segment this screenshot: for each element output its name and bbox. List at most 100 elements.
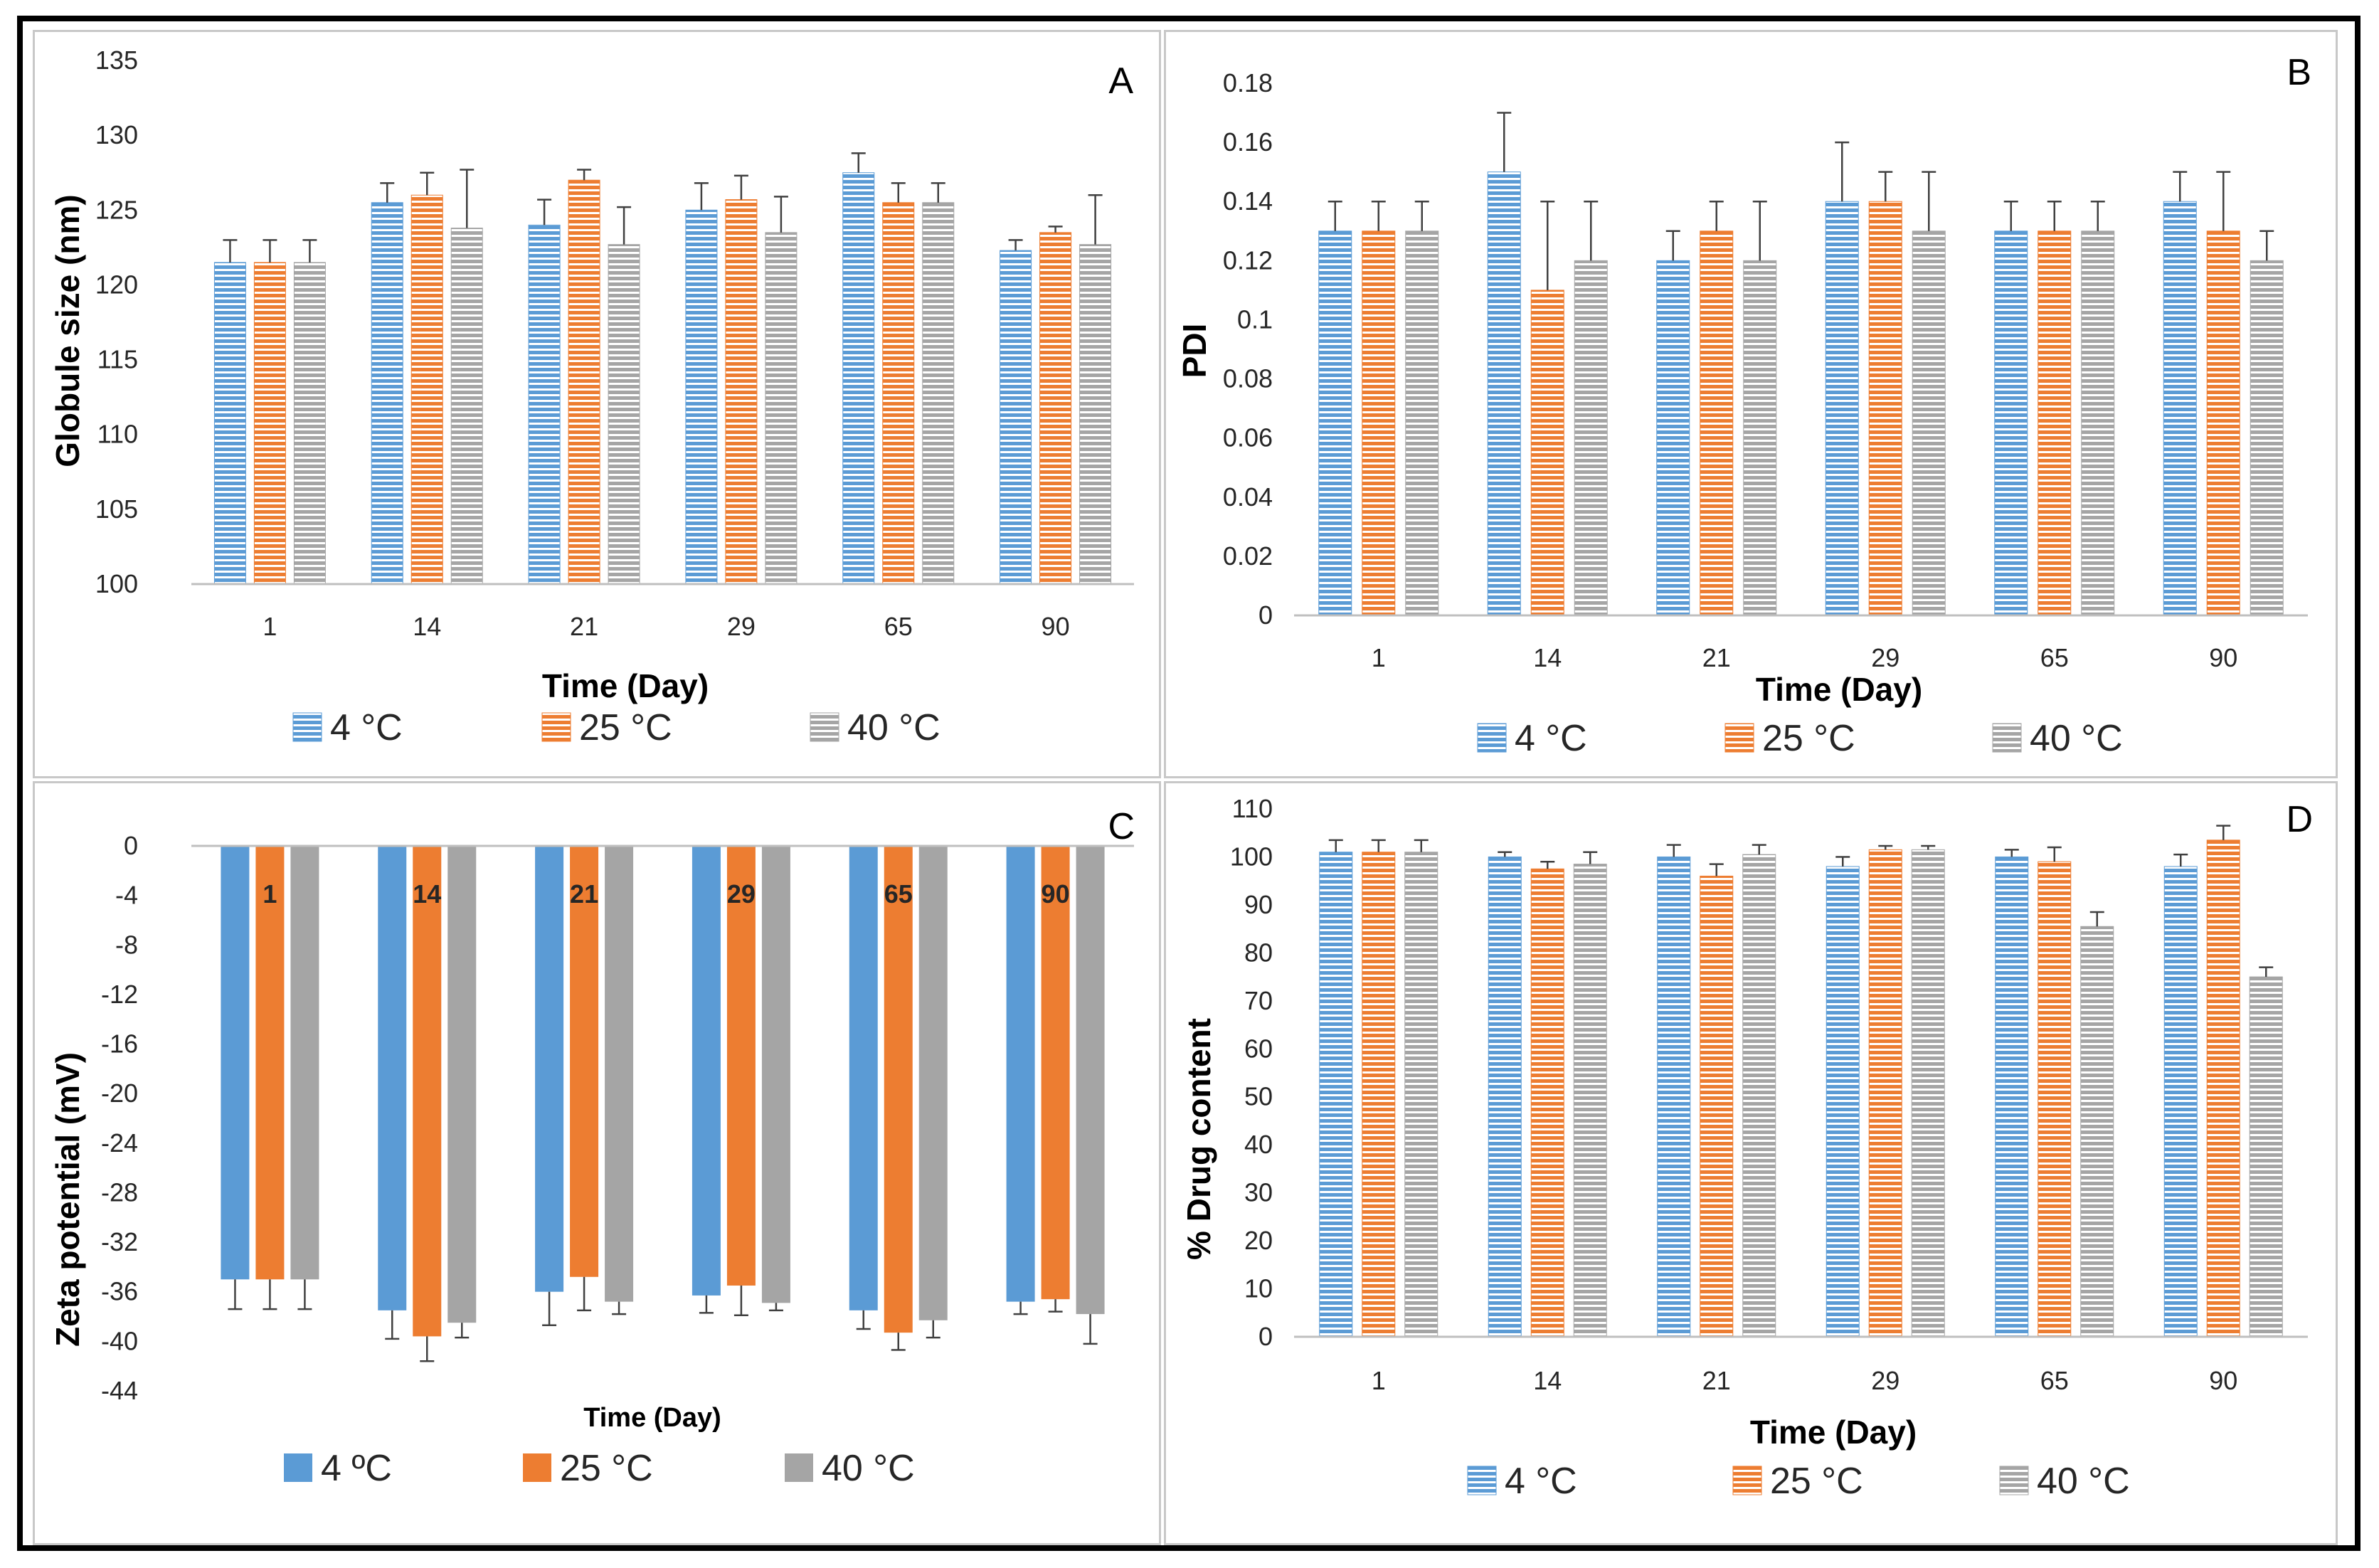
legend-swatch-a-40c	[810, 712, 839, 742]
y-tick-label-c: -40	[101, 1326, 138, 1355]
panel-letter-b: B	[2287, 52, 2311, 93]
bar-c-4c-day-90	[1006, 846, 1035, 1302]
legend-swatch-d-40c	[1999, 1466, 2029, 1495]
bar-c-4c-day-29	[692, 846, 721, 1296]
bar-c-25c-day-65	[884, 846, 913, 1333]
legend-swatch-d-4c	[1467, 1466, 1497, 1495]
x-tick-label-a: 65	[884, 612, 913, 641]
bar-b-4c-day-14	[1487, 171, 1521, 616]
bar-d-25c-day-29	[1868, 849, 1902, 1337]
bar-c-40c-day-1	[290, 846, 319, 1280]
x-tick-label-c: 1	[263, 879, 277, 909]
y-tick-label-a: 135	[95, 46, 138, 75]
bar-b-25c-day-29	[1868, 201, 1902, 616]
legend-label-b-4c: 4 °C	[1515, 718, 1587, 759]
bar-d-40c-day-29	[1911, 849, 1945, 1337]
bar-b-4c-day-21	[1656, 260, 1690, 616]
panel-a-globule-size: 135 130 125 120 115 110 105 100 1 14 21 29 65 90 A G…	[33, 30, 1161, 778]
bar-a-25c-day-21	[568, 179, 600, 585]
bar-b-4c-day-29	[1825, 201, 1859, 616]
bar-c-40c-day-65	[918, 846, 948, 1320]
y-tick-label-c: -32	[101, 1227, 138, 1256]
bar-a-25c-day-90	[1039, 232, 1072, 585]
y-tick-label-c: -4	[115, 881, 138, 910]
bar-d-4c-day-21	[1657, 856, 1691, 1337]
bar-d-40c-day-21	[1742, 854, 1776, 1337]
x-axis-title-b: Time (Day)	[1756, 671, 1922, 708]
y-tick-label-c: 0	[124, 831, 138, 860]
bar-b-4c-day-1	[1318, 231, 1352, 616]
bar-d-25c-day-1	[1362, 852, 1396, 1337]
panel-letter-c: C	[1108, 806, 1135, 847]
x-tick-label-b: 14	[1533, 643, 1562, 672]
bar-a-40c-day-1	[293, 262, 326, 585]
panel-letter-d: D	[2286, 799, 2313, 840]
y-tick-label-c: -28	[101, 1177, 138, 1207]
y-tick-label-b: 0.12	[1223, 245, 1273, 275]
x-axis-title-a: Time (Day)	[542, 667, 709, 704]
y-tick-label-c: -12	[101, 980, 138, 1009]
y-tick-label-d: 50	[1244, 1082, 1273, 1111]
bar-b-40c-day-14	[1574, 260, 1608, 616]
bar-b-40c-day-29	[1912, 231, 1946, 616]
x-tick-label-d: 90	[2209, 1366, 2237, 1395]
legend-label-c-40c: 40 °C	[822, 1448, 915, 1489]
y-tick-label-d: 40	[1244, 1130, 1273, 1159]
bar-c-4c-day-14	[378, 846, 407, 1310]
panel-d-drug-content: 110 100 90 80 70 60 50 40 30 20 10 0 1 14 21 29 65 90 D …	[1164, 781, 2338, 1545]
y-tick-label-b: 0.02	[1223, 541, 1273, 571]
bar-c-4c-day-21	[535, 846, 564, 1292]
y-tick-label-c: -36	[101, 1277, 138, 1306]
y-tick-label-c: -8	[115, 930, 138, 959]
bar-c-4c-day-65	[849, 846, 878, 1310]
bar-d-40c-day-1	[1404, 852, 1438, 1337]
x-tick-label-b: 21	[1702, 643, 1731, 672]
y-tick-label-b: 0.18	[1223, 68, 1273, 97]
bar-b-40c-day-1	[1405, 231, 1439, 616]
y-tick-label-d: 0	[1259, 1322, 1273, 1351]
y-tick-label-b: 0.04	[1223, 482, 1273, 512]
legend-swatch-d-25c	[1732, 1466, 1762, 1495]
panel-b-pdi: 0.18 0.16 0.14 0.12 0.1 0.08 0.06 0.04 0.02 0 1 14…	[1164, 30, 2338, 778]
y-tick-label-a: 105	[95, 494, 138, 524]
bar-c-40c-day-14	[447, 846, 477, 1323]
bar-d-4c-day-90	[2163, 866, 2198, 1337]
bar-a-4c-day-1	[213, 262, 246, 585]
bar-a-4c-day-65	[842, 172, 875, 585]
panel-letter-a: A	[1108, 60, 1133, 102]
legend-swatch-b-40c	[1992, 723, 2022, 753]
y-tick-label-a: 130	[95, 120, 138, 149]
bar-d-25c-day-14	[1530, 868, 1564, 1337]
bar-a-40c-day-29	[765, 232, 798, 585]
legend-label-a-25c: 25 °C	[579, 707, 672, 748]
legend-label-b-25c: 25 °C	[1762, 718, 1855, 759]
bar-d-25c-day-90	[2206, 839, 2240, 1337]
y-tick-label-d: 100	[1230, 842, 1273, 871]
y-tick-label-d: 70	[1244, 986, 1273, 1015]
x-tick-label-c: 29	[727, 879, 756, 909]
bar-a-25c-day-29	[725, 199, 758, 585]
y-tick-label-d: 30	[1244, 1178, 1273, 1207]
legend-swatch-a-4c	[292, 712, 322, 742]
x-tick-label-d: 14	[1533, 1366, 1562, 1395]
bar-c-40c-day-21	[605, 846, 634, 1302]
x-tick-label-b: 1	[1372, 643, 1386, 672]
x-tick-label-d: 65	[2040, 1366, 2069, 1395]
panel-c-zeta-potential: 0 -4 -8 -12 -16 -20 -24 -28 -32 -36 -40 -44 1 14 21 29…	[33, 781, 1161, 1545]
y-tick-label-b: 0.06	[1223, 423, 1273, 452]
bar-d-25c-day-21	[1700, 875, 1734, 1337]
bar-d-25c-day-65	[2038, 861, 2072, 1337]
bar-b-40c-day-90	[2250, 260, 2284, 616]
bar-c-25c-day-21	[570, 846, 599, 1277]
bar-a-25c-day-65	[882, 202, 915, 585]
y-tick-label-c: -44	[101, 1376, 138, 1405]
bar-a-4c-day-14	[371, 202, 403, 585]
y-axis-title-b: PDI	[1176, 324, 1213, 378]
bar-d-40c-day-90	[2249, 976, 2283, 1337]
legend-swatch-b-4c	[1477, 723, 1507, 753]
bar-b-4c-day-65	[1994, 231, 2028, 616]
legend-swatch-b-25c	[1724, 723, 1754, 753]
x-tick-label-c: 90	[1042, 879, 1070, 909]
bar-a-40c-day-90	[1079, 244, 1112, 585]
legend-label-d-4c: 4 °C	[1505, 1461, 1577, 1502]
